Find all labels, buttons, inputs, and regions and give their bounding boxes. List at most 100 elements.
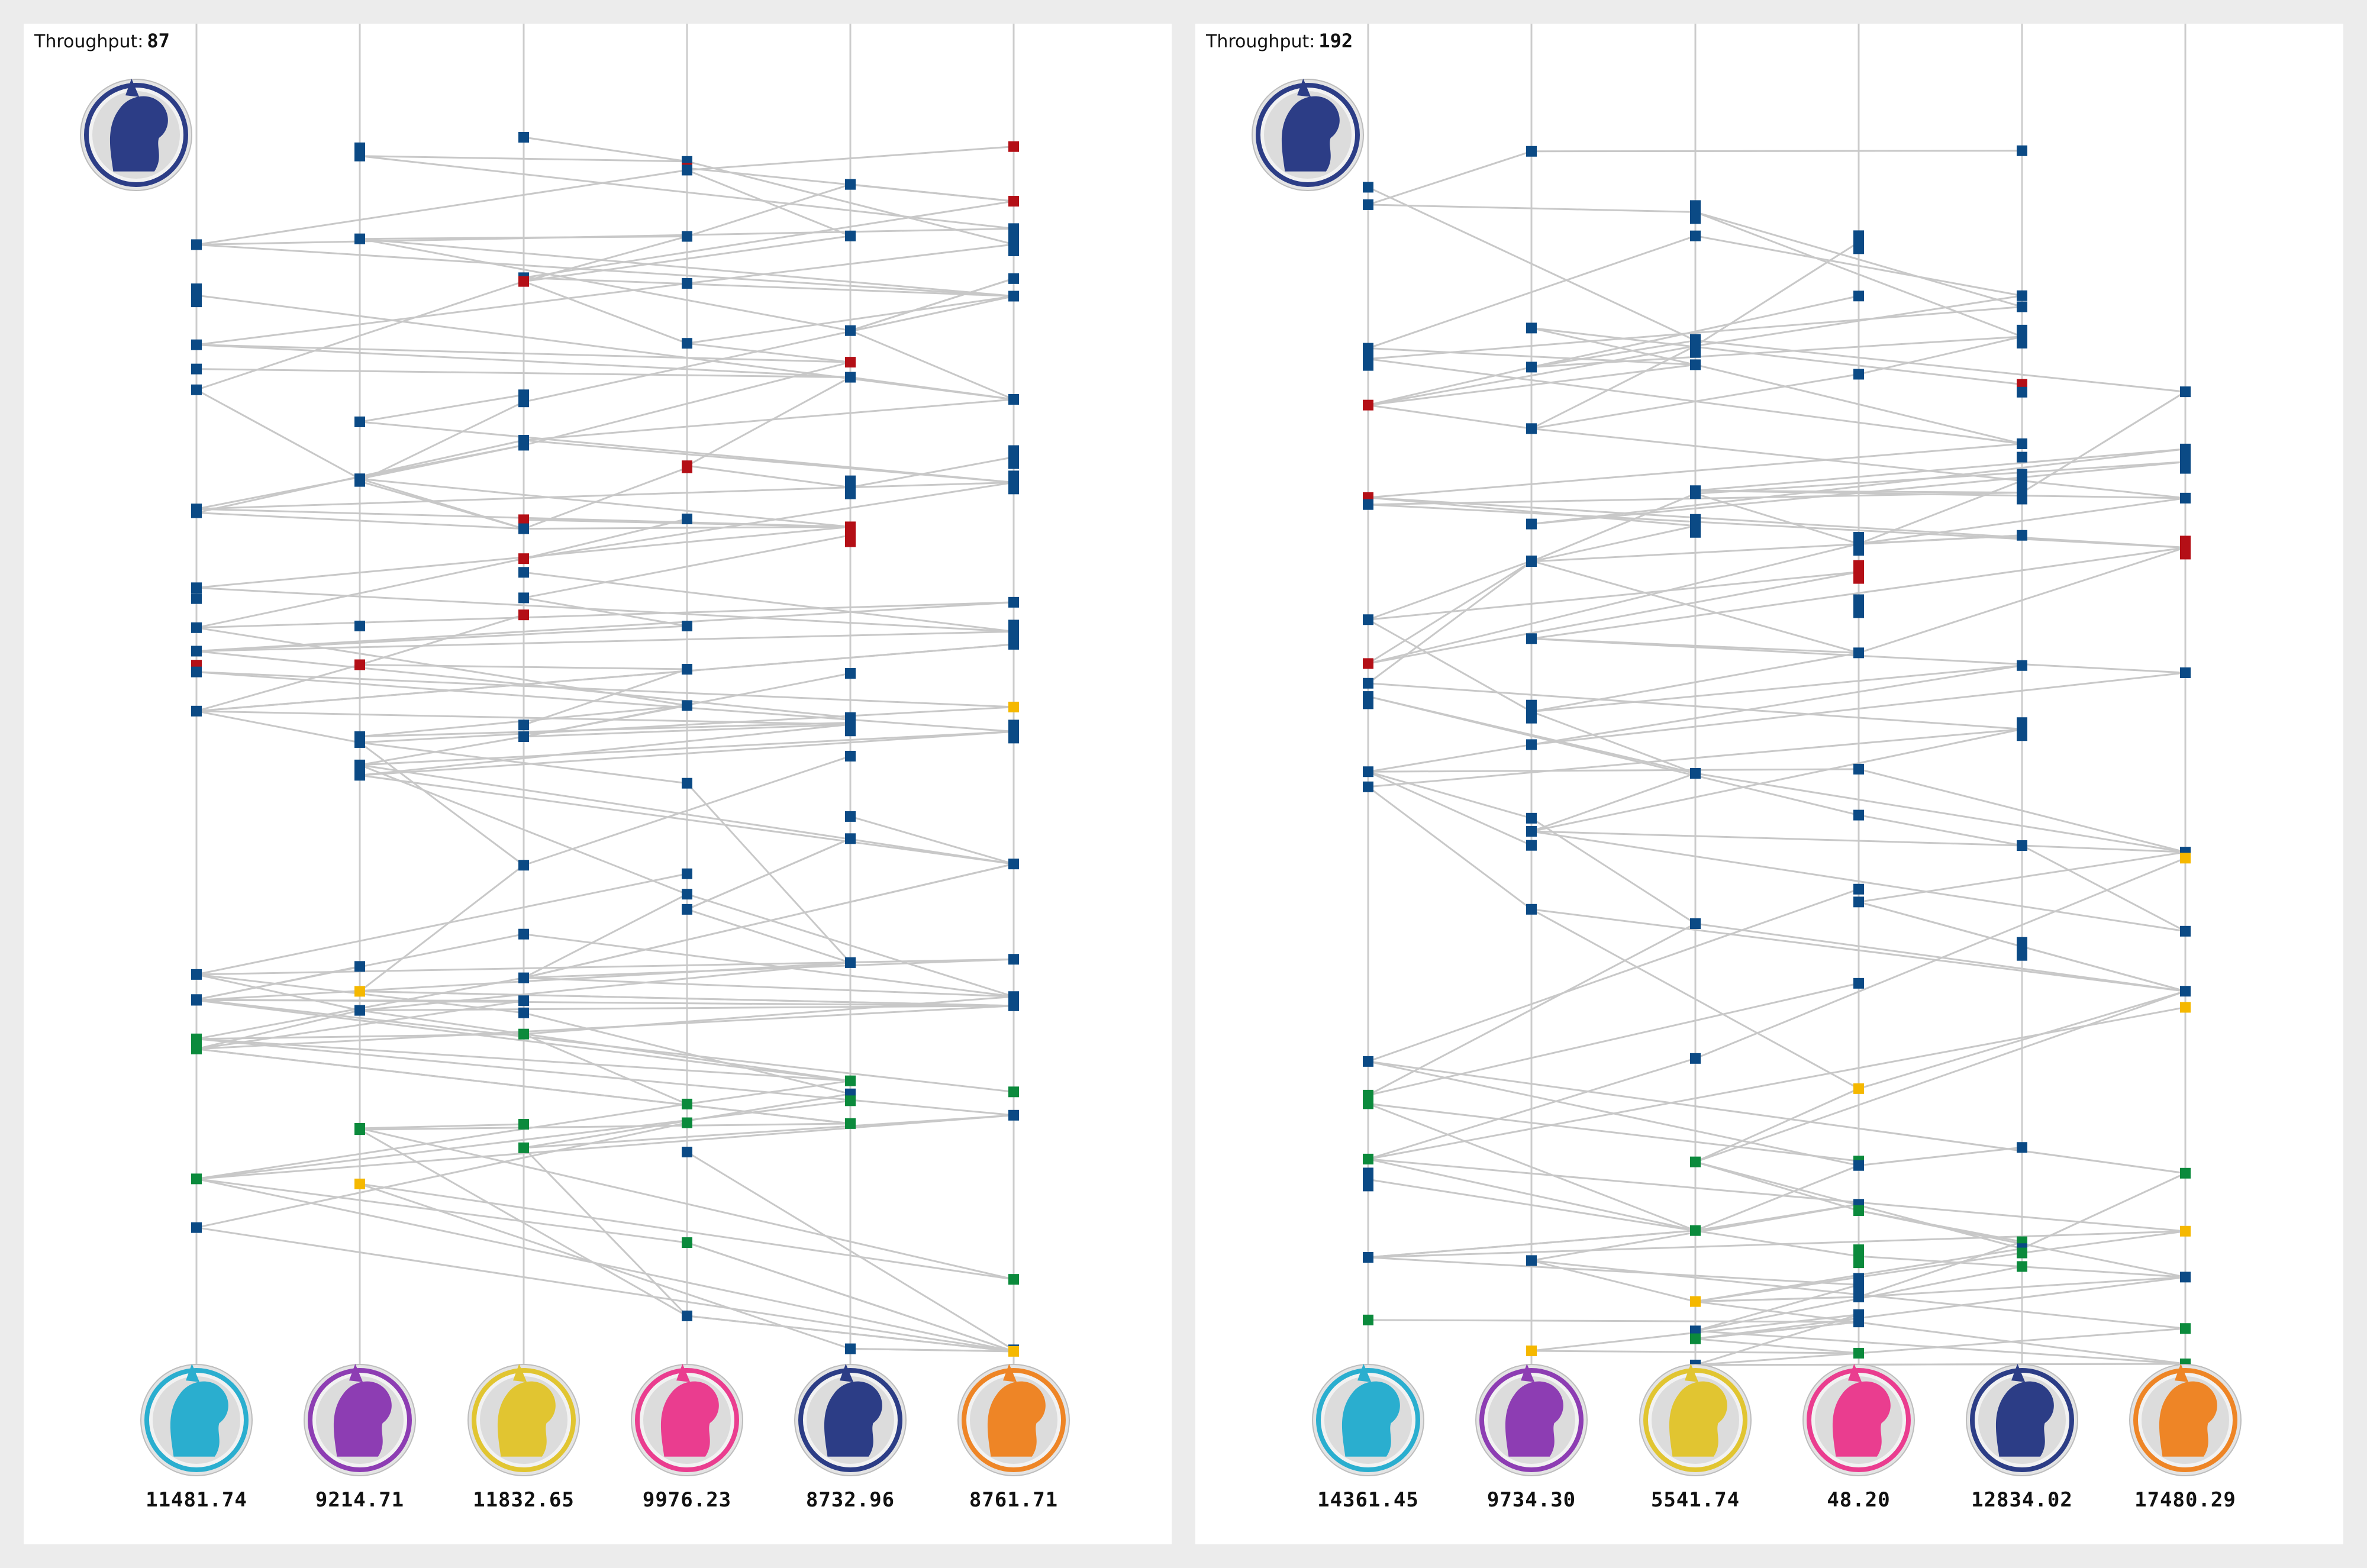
message-node	[191, 384, 202, 395]
message-node	[191, 507, 202, 518]
pony-orange-icon	[2129, 1363, 2242, 1476]
message-node	[1008, 720, 1019, 744]
pony-yellow-icon	[1639, 1363, 1752, 1476]
message-node	[1008, 596, 1019, 608]
message-node	[1690, 488, 1701, 499]
message-node	[1363, 199, 1373, 210]
message-node	[1363, 499, 1373, 510]
message-node	[1853, 594, 1864, 618]
message-node	[682, 514, 692, 525]
message-node	[2017, 660, 2027, 671]
message-node	[1008, 701, 1019, 712]
message-node	[1008, 1000, 1019, 1011]
message-node	[1690, 514, 1701, 538]
message-network	[80, 24, 1070, 1476]
message-node	[2017, 1247, 2027, 1259]
pony-lightblue-icon	[140, 1363, 253, 1476]
message-node	[1363, 347, 1373, 371]
message-node	[1008, 859, 1019, 870]
message-node	[682, 462, 692, 473]
message-node	[2180, 535, 2191, 560]
message-node	[1008, 1086, 1019, 1098]
message-node	[1526, 322, 1537, 334]
lane-value-6: 8761.71	[969, 1488, 1059, 1512]
message-node	[1363, 1314, 1373, 1325]
message-node	[1363, 182, 1373, 193]
message-node	[2017, 290, 2027, 301]
message-node	[845, 1075, 856, 1086]
message-node	[1008, 1346, 1019, 1357]
message-node	[1690, 359, 1701, 370]
message-node	[2017, 530, 2027, 541]
message-node	[191, 1043, 202, 1054]
message-node	[1363, 1056, 1373, 1067]
message-node	[191, 622, 202, 633]
message-node	[1008, 470, 1019, 495]
message-node	[1853, 369, 1864, 380]
message-node	[682, 889, 692, 900]
message-node	[1853, 291, 1864, 302]
message-node	[1526, 362, 1537, 373]
message-node	[1853, 883, 1864, 895]
message-node	[518, 514, 529, 525]
message-node	[1853, 647, 1864, 659]
message-node	[2017, 937, 2027, 961]
message-node	[682, 1310, 692, 1321]
message-node	[1853, 1317, 1864, 1328]
message-node	[354, 620, 365, 631]
message-node	[1853, 1205, 1864, 1216]
message-node	[1008, 638, 1019, 650]
message-node	[1363, 614, 1373, 625]
message-node	[1690, 230, 1701, 241]
throughput-readout: Throughput: 192	[1206, 30, 1353, 52]
message-node	[518, 609, 529, 621]
message-node	[1853, 1291, 1864, 1302]
message-node	[2180, 986, 2191, 997]
message-node	[1363, 698, 1373, 709]
pony-navy-icon	[794, 1363, 907, 1476]
message-node	[1363, 1153, 1373, 1164]
throughput-readout: Throughput: 87	[34, 30, 170, 52]
message-node	[1526, 633, 1537, 644]
message-node	[1690, 1156, 1701, 1167]
message-node	[845, 475, 856, 499]
pony-navy-icon	[1252, 78, 1364, 191]
message-node	[191, 1222, 202, 1233]
lane-value-3: 11832.65	[473, 1488, 575, 1512]
pony-pink-icon	[631, 1363, 743, 1476]
message-node	[1008, 1109, 1019, 1121]
message-node	[1853, 896, 1864, 908]
message-node	[1526, 699, 1537, 724]
message-node	[682, 1098, 692, 1109]
message-node	[518, 440, 529, 451]
pony-orange-icon	[957, 1363, 1070, 1476]
message-node	[1526, 825, 1537, 837]
lane-value-5: 12834.02	[1971, 1488, 2073, 1512]
message-node	[354, 416, 365, 427]
throughput-value: 87	[147, 30, 170, 52]
message-nodes	[191, 131, 1019, 1357]
throughput-label: Throughput:	[1206, 31, 1315, 52]
message-node	[1526, 904, 1537, 915]
message-node	[354, 142, 365, 153]
message-node	[1008, 393, 1019, 405]
message-node	[518, 276, 529, 287]
message-nodes	[1363, 145, 2191, 1370]
message-node	[1690, 918, 1701, 930]
message-node	[682, 777, 692, 789]
message-node	[354, 659, 365, 670]
lane-value-6: 17480.29	[2134, 1488, 2236, 1512]
pony-navy-icon	[80, 78, 192, 191]
message-node	[845, 957, 856, 968]
message-node	[845, 230, 856, 241]
message-node	[1690, 1296, 1701, 1307]
lane-value-4: 48.20	[1827, 1488, 1891, 1512]
message-node	[354, 1005, 365, 1016]
message-node	[682, 620, 692, 631]
message-node	[2017, 451, 2027, 463]
lane-value-1: 11481.74	[146, 1488, 247, 1512]
message-node	[1008, 620, 1019, 644]
message-node	[2017, 840, 2027, 851]
message-node	[1008, 445, 1019, 469]
message-node	[1008, 954, 1019, 965]
